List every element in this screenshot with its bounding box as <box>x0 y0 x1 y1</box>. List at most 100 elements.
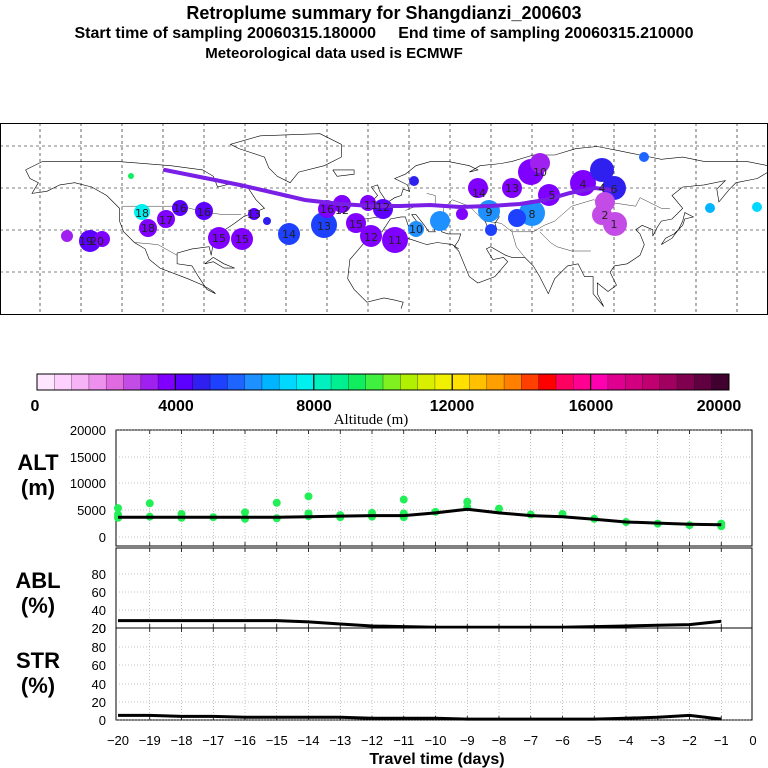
colorbar-swatch <box>365 374 384 390</box>
y-tick-label: 0 <box>99 713 106 728</box>
x-tick-label: −18 <box>170 733 192 748</box>
str-line <box>118 713 722 721</box>
plume-day-label: 16 <box>173 202 187 215</box>
y-tick-label: 10000 <box>70 476 106 491</box>
chart-title: Retroplume summary for Shangdianzi_20060… <box>186 3 582 23</box>
plume-day-label: 15 <box>235 233 249 246</box>
plume-cloud-41 <box>705 203 715 213</box>
colorbar-swatch <box>383 374 401 390</box>
plume-day-label: 1 <box>611 218 618 231</box>
x-tick-label: −6 <box>555 733 570 748</box>
x-tick-label: −17 <box>202 733 224 748</box>
colorbar-swatch <box>677 374 695 390</box>
x-tick-label: −7 <box>523 733 538 748</box>
y-axis-label: ABL <box>15 568 60 593</box>
altitude-scatter-point <box>145 499 154 508</box>
plume-cloud-35 <box>603 212 627 236</box>
colorbar-swatch <box>607 374 626 390</box>
plume-cloud-22 <box>456 208 468 220</box>
y-axis-unit: (%) <box>21 673 55 698</box>
coastline-0 <box>25 161 266 294</box>
plume-cloud-5 <box>157 210 175 228</box>
altitude-scatter-point <box>304 492 313 501</box>
x-tick-label: −9 <box>460 733 475 748</box>
plume-cloud-20 <box>408 221 424 237</box>
plume-day-label: 4 <box>599 182 606 195</box>
plume-cloud-2 <box>94 231 110 247</box>
y-axis-unit: (m) <box>21 475 55 500</box>
colorbar-swatch <box>261 374 280 390</box>
y-tick-label: 40 <box>92 603 106 618</box>
plume-cloud-16 <box>360 225 382 247</box>
alt-g-frame <box>115 429 753 547</box>
plume-day-label: 16 <box>197 206 211 219</box>
plume-day-label: 6 <box>611 183 618 196</box>
colorbar-swatch <box>400 374 418 390</box>
altitude-scatter-point <box>463 497 472 506</box>
y-axis-unit: (%) <box>21 593 55 618</box>
colorbar-swatch <box>106 374 124 390</box>
colorbar-tick-label: 12000 <box>430 398 475 415</box>
plume-day-label: 16 <box>320 203 334 216</box>
plume-day-label: 8 <box>529 208 536 221</box>
border-1 <box>134 242 178 256</box>
plume-day-label: 17 <box>159 214 173 227</box>
plume-day-label: 11 <box>364 199 378 212</box>
travel-time-axis: −20 −19 −18 −17 −16 −15 −14 −13 −12 −11 −10 −9 −8 −7−… <box>107 733 757 768</box>
plume-day-label: 14 <box>282 228 296 241</box>
plume-cloud-30 <box>530 153 550 173</box>
altitude-scatter-point <box>399 495 408 504</box>
colorbar-swatch <box>486 374 505 390</box>
x-tick-label: −20 <box>107 733 129 748</box>
x-tick-label: −11 <box>393 733 414 748</box>
colorbar-swatch <box>504 374 522 390</box>
x-tick-label: −12 <box>361 733 383 748</box>
sampling-times: Start time of sampling 20060315.180000 E… <box>74 25 694 42</box>
alt-line <box>118 507 722 527</box>
plume-day-label: 11 <box>388 234 402 247</box>
plume-day-label: 13 <box>505 182 519 195</box>
x-tick-label: −3 <box>650 733 665 748</box>
colorbar-axis-label: Altitude (m) <box>334 412 409 428</box>
colorbar-tick-label: 16000 <box>569 398 614 415</box>
x-tick-label: −2 <box>682 733 697 748</box>
plume-cloud-21 <box>430 211 450 231</box>
colorbar-swatch <box>452 374 470 390</box>
abl-g-frame <box>115 547 753 629</box>
colorbar-swatch <box>54 374 72 390</box>
colorbar-swatch <box>642 374 661 390</box>
x-axis-label: Travel time (days) <box>369 751 504 768</box>
coastline-9 <box>204 257 235 269</box>
x-tick-label: −16 <box>234 733 256 748</box>
x-tick-label: −14 <box>297 733 319 748</box>
colorbar-swatch <box>331 374 349 390</box>
x-tick-label: 0 <box>749 733 756 748</box>
y-tick-label: 80 <box>92 567 106 582</box>
y-tick-label: 40 <box>92 677 106 692</box>
plume-day-label: 18 <box>135 207 149 220</box>
colorbar-swatch <box>711 374 730 390</box>
plume-cloud-40 <box>639 152 649 162</box>
plume-day-label: 5 <box>549 189 556 202</box>
x-tick-label: −8 <box>492 733 507 748</box>
plume-day-label: 13 <box>247 208 261 221</box>
plume-day-label: 18 <box>141 222 155 235</box>
plume-day-label: 4 <box>580 178 587 191</box>
colorbar-swatch <box>348 374 366 390</box>
plume-day-label: 20 <box>90 235 104 248</box>
colorbar-swatch <box>573 374 591 390</box>
coastline-7 <box>661 212 695 245</box>
plume-cloud-9 <box>231 228 253 250</box>
alt-panel: 20000 15000 10000 5000 0 ALT(m) <box>17 423 753 547</box>
colorbar-swatch <box>227 374 245 390</box>
plume-cloud-12 <box>311 212 337 238</box>
x-tick-label: −13 <box>329 733 351 748</box>
plume-cloud-25 <box>502 178 522 198</box>
colorbar-swatch <box>279 374 297 390</box>
plume-day-label: 10 <box>533 166 547 179</box>
altitude-scatter-point <box>241 508 249 517</box>
plume-cloud-0 <box>61 230 73 242</box>
colorbar-swatch <box>659 374 678 390</box>
coastline-3 <box>347 233 404 309</box>
